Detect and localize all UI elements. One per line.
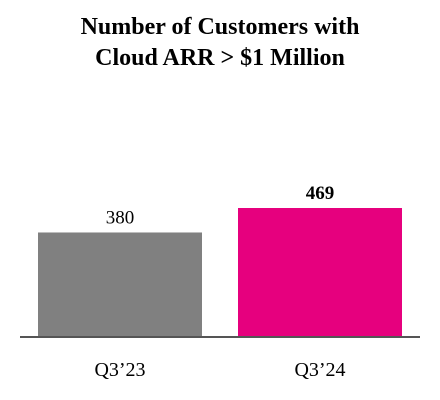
chart-title-line-1: Number of Customers with	[80, 14, 360, 40]
category-label-2: Q3’24	[294, 359, 345, 381]
bar-value-label-1: 380	[106, 207, 135, 228]
bar-value-label-2: 469	[306, 183, 335, 204]
bar-1	[38, 232, 202, 337]
chart-title-line-2: Cloud ARR > $1 Million	[95, 45, 345, 71]
chart-title: Number of Customers with Cloud ARR > $1 …	[0, 12, 440, 74]
category-label-1: Q3’23	[94, 359, 145, 381]
bar-2	[238, 208, 402, 337]
